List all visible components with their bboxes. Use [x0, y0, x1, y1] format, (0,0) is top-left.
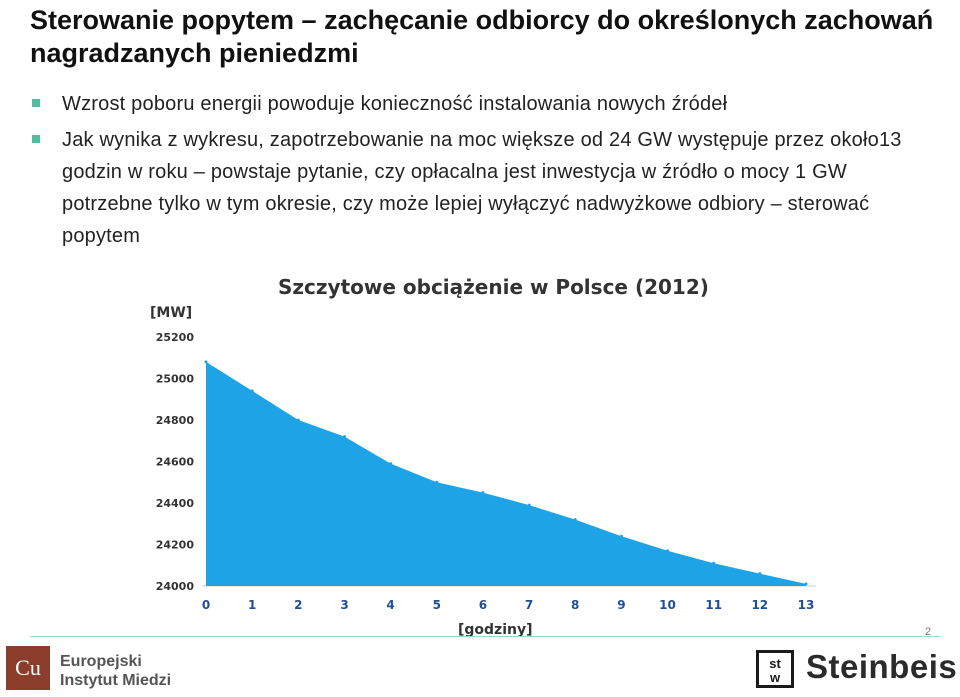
eim-logo-text: Europejski Instytut Miedzi [60, 652, 171, 690]
data-point [435, 480, 439, 484]
x-tick-label: 6 [479, 598, 487, 612]
y-tick-label: 24200 [156, 539, 195, 552]
bullet-text: Wzrost poboru energii powoduje konieczno… [62, 93, 728, 115]
steinbeis-mark-top: st [769, 656, 781, 671]
data-point [204, 360, 208, 364]
bullet-text: Jak wynika z wykresu, zapotrzebowanie na… [62, 129, 902, 247]
x-tick-label: 9 [617, 598, 625, 612]
x-tick-label: 4 [386, 598, 394, 612]
bullet-list: Wzrost poboru energii powoduje konieczno… [32, 88, 937, 252]
x-tick-label: 1 [248, 598, 256, 612]
steinbeis-mark-bottom: w [769, 670, 781, 685]
slide-title: Sterowanie popytem – zachęcanie odbiorcy… [30, 5, 934, 68]
x-tick-label: 7 [525, 598, 533, 612]
eim-logo: Cu [6, 646, 50, 690]
x-tick-label: 0 [202, 598, 210, 612]
page-number: 2 [925, 626, 932, 638]
data-point [343, 435, 346, 439]
chart-plot [204, 360, 808, 586]
chart-title: Szczytowe obciążenie w Polsce (2012) [278, 275, 709, 299]
peak-load-chart: Szczytowe obciążenie w Polsce (2012) [MW… [140, 262, 840, 642]
y-tick-label: 25000 [156, 373, 195, 386]
data-point [296, 418, 300, 422]
x-tick-label: 5 [433, 598, 441, 612]
y-tick-label: 24400 [156, 497, 195, 510]
steinbeis-wordmark: Steinbeis [806, 648, 958, 685]
x-axis-label: [godziny] [458, 622, 533, 638]
data-point [804, 582, 808, 586]
load-area [206, 361, 806, 586]
y-axis-label: [MW] [150, 305, 192, 321]
eim-logo-line1: Europejski [60, 653, 142, 670]
data-point [573, 518, 577, 522]
bullet-item: Jak wynika z wykresu, zapotrzebowanie na… [32, 124, 937, 252]
x-ticks: 0 1 2 3 4 5 6 7 8 9 10 11 12 13 [202, 598, 815, 612]
x-tick-label: 11 [705, 598, 722, 612]
y-ticks: 24000 24200 24400 24600 24800 25000 25200 [156, 331, 195, 593]
data-point [250, 389, 254, 393]
x-tick-label: 10 [659, 598, 676, 612]
data-point [389, 462, 393, 466]
data-point [527, 503, 531, 507]
footer-divider [30, 636, 940, 637]
x-tick-label: 2 [294, 598, 302, 612]
steinbeis-mark: st w [756, 650, 794, 688]
x-tick-label: 13 [798, 598, 815, 612]
data-point [619, 534, 623, 538]
eim-logo-line2: Instytut Miedzi [60, 672, 172, 689]
data-point [481, 491, 485, 495]
chart-svg: Szczytowe obciążenie w Polsce (2012) [MW… [150, 275, 816, 638]
bullet-item: Wzrost poboru energii powoduje konieczno… [32, 88, 937, 120]
data-point [758, 572, 762, 576]
data-point [712, 561, 716, 565]
y-tick-label: 24600 [156, 456, 195, 469]
y-tick-label: 25200 [156, 331, 195, 344]
bullet-square-icon [32, 135, 40, 143]
x-tick-label: 12 [751, 598, 768, 612]
y-tick-label: 24800 [156, 414, 195, 427]
bullet-square-icon [32, 99, 40, 107]
x-tick-label: 3 [340, 598, 348, 612]
data-point [666, 549, 669, 553]
y-tick-label: 24000 [156, 580, 195, 593]
x-tick-label: 8 [571, 598, 579, 612]
